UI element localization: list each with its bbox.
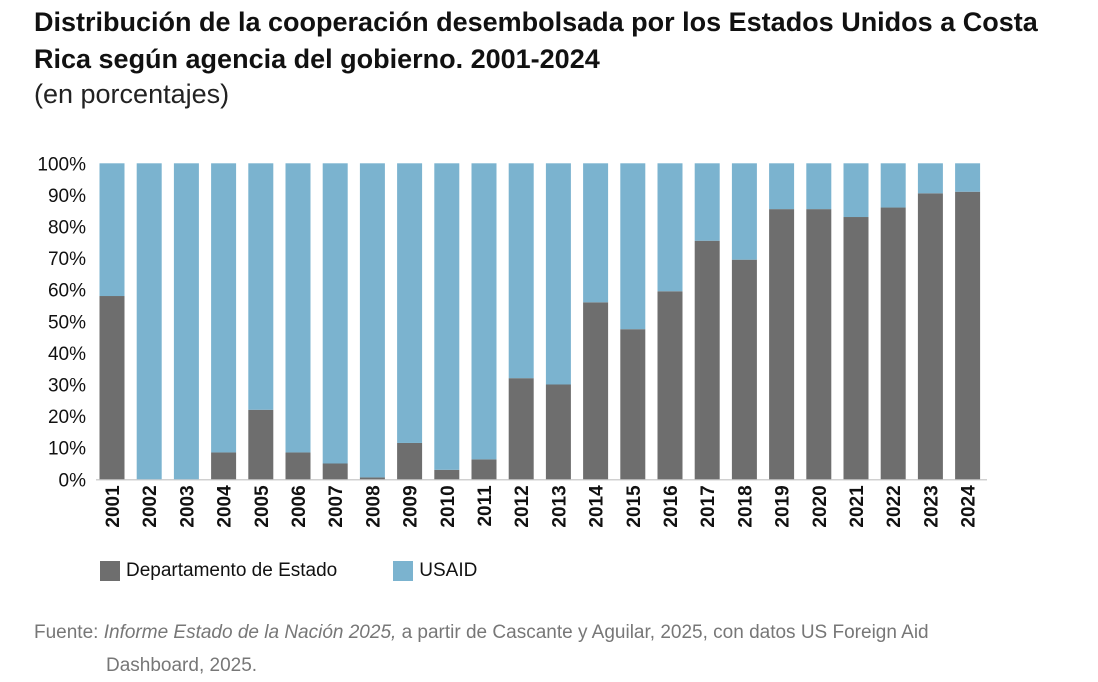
y-tick-label: 90%: [48, 186, 86, 207]
bar-usaid-2014: [583, 163, 609, 303]
legend-swatch: [100, 561, 120, 581]
bar-departamento-de-estado-2014: [583, 302, 609, 480]
bar-usaid-2017: [694, 163, 720, 241]
bar-usaid-2007: [322, 163, 348, 464]
x-tick-label: 2005: [252, 485, 273, 528]
source-rest: a partir de Cascante y Aguilar, 2025, co…: [396, 622, 929, 643]
y-tick-label: 50%: [48, 312, 86, 333]
y-tick-label: 70%: [48, 249, 86, 270]
x-tick-label: 2004: [215, 485, 236, 528]
x-tick-label: 2001: [103, 485, 124, 528]
bar-departamento-de-estado-2023: [917, 193, 943, 480]
x-tick-label: 2003: [177, 485, 198, 527]
bar-usaid-2012: [508, 163, 534, 379]
x-tick-label: 2020: [810, 485, 831, 527]
bar-departamento-de-estado-2022: [880, 207, 906, 480]
bar-departamento-de-estado-2012: [508, 378, 534, 480]
x-tick-label: 2007: [326, 485, 347, 527]
bar-departamento-de-estado-2017: [694, 240, 720, 480]
bar-departamento-de-estado-2020: [806, 209, 832, 480]
bar-usaid-2021: [843, 163, 869, 218]
x-tick-label: 2021: [847, 485, 868, 528]
y-tick-label: 80%: [48, 218, 86, 239]
bar-usaid-2015: [620, 163, 646, 330]
bar-usaid-2019: [769, 163, 795, 210]
source-line2: Dashboard, 2025.: [106, 655, 258, 676]
x-tick-label: 2017: [698, 485, 719, 527]
legend-label: Departamento de Estado: [126, 560, 338, 581]
legend-item-departamento: Departamento de Estado: [100, 560, 337, 582]
bar-departamento-de-estado-2007: [322, 463, 348, 480]
bar-usaid-2010: [434, 163, 460, 470]
x-tick-label: 2012: [512, 485, 533, 527]
bar-usaid-2018: [731, 163, 757, 260]
source-prefix: Fuente:: [34, 622, 104, 643]
bar-usaid-2001: [99, 163, 125, 297]
bar-departamento-de-estado-2001: [99, 296, 125, 480]
bar-departamento-de-estado-2019: [769, 209, 795, 480]
x-tick-label: 2008: [363, 485, 384, 527]
x-tick-label: 2016: [661, 485, 682, 527]
x-tick-label: 2024: [959, 485, 980, 528]
x-tick-label: 2010: [438, 485, 459, 527]
bar-usaid-2006: [285, 163, 311, 453]
x-tick-label: 2009: [401, 485, 422, 527]
legend-label: USAID: [419, 560, 478, 581]
y-tick-label: 10%: [48, 439, 86, 460]
x-tick-label: 2002: [140, 485, 161, 527]
bar-departamento-de-estado-2016: [657, 291, 683, 480]
y-tick-label: 30%: [48, 376, 86, 397]
bar-departamento-de-estado-2021: [843, 217, 869, 480]
y-tick-label: 0%: [59, 470, 87, 491]
y-tick-label: 60%: [48, 281, 86, 302]
bar-usaid-2013: [545, 163, 571, 385]
x-tick-label: 2013: [549, 485, 570, 527]
bar-usaid-2022: [880, 163, 906, 208]
bar-usaid-2011: [471, 163, 497, 460]
x-tick-label: 2022: [884, 485, 905, 527]
bar-departamento-de-estado-2006: [285, 452, 311, 480]
legend-swatch: [393, 561, 414, 581]
chart-title: Distribución de la cooperación desembols…: [34, 7, 1038, 74]
legend-item-usaid: USAID: [393, 560, 477, 582]
bar-departamento-de-estado-2008: [359, 477, 385, 480]
bar-departamento-de-estado-2010: [434, 469, 460, 480]
bar-usaid-2009: [397, 163, 423, 443]
y-tick-label: 20%: [48, 407, 86, 428]
bar-usaid-2005: [248, 163, 274, 410]
legend: Departamento de Estado USAID: [100, 560, 477, 582]
source-note: Fuente: Informe Estado de la Nación 2025…: [34, 616, 1074, 682]
bar-usaid-2008: [359, 163, 385, 478]
source-italic: Informe Estado de la Nación 2025,: [103, 622, 397, 643]
bar-departamento-de-estado-2018: [731, 259, 757, 480]
x-tick-label: 2006: [289, 485, 310, 527]
y-tick-label: 100%: [37, 154, 86, 175]
bar-usaid-2003: [173, 163, 199, 480]
bar-usaid-2016: [657, 163, 683, 292]
x-tick-label: 2011: [475, 485, 496, 527]
bar-departamento-de-estado-2004: [211, 452, 237, 480]
bar-departamento-de-estado-2024: [955, 191, 981, 480]
bar-departamento-de-estado-2011: [471, 459, 497, 480]
bar-usaid-2023: [917, 163, 943, 194]
bar-departamento-de-estado-2015: [620, 329, 646, 480]
x-tick-label: 2019: [773, 485, 794, 527]
x-tick-label: 2018: [735, 485, 756, 527]
bar-usaid-2020: [806, 163, 832, 210]
x-tick-label: 2014: [587, 485, 608, 528]
bar-departamento-de-estado-2005: [248, 409, 274, 480]
bar-departamento-de-estado-2009: [397, 442, 423, 480]
y-tick-label: 40%: [48, 344, 86, 365]
x-tick-label: 2023: [921, 485, 942, 527]
bar-usaid-2002: [136, 163, 162, 480]
chart-subtitle: (en porcentajes): [34, 79, 230, 109]
bar-departamento-de-estado-2013: [545, 384, 571, 480]
x-tick-label: 2015: [624, 485, 645, 528]
bar-usaid-2004: [211, 163, 237, 453]
bar-usaid-2024: [955, 163, 981, 192]
